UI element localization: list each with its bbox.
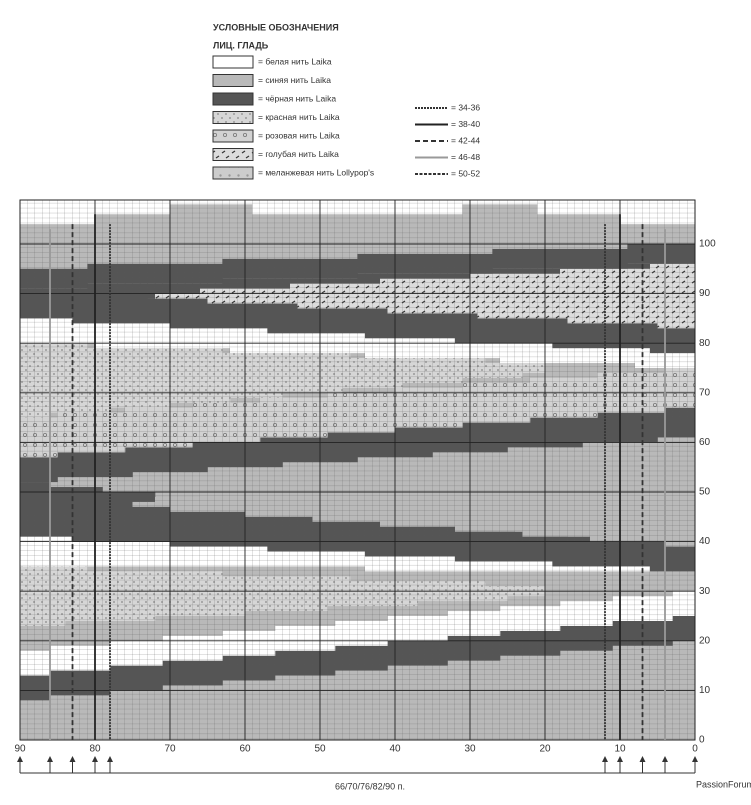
row-label: 20 (699, 635, 711, 646)
arrow-head (602, 756, 608, 762)
arrow-head (69, 756, 76, 762)
legend-label: = меланжевая нить Lollypop's (258, 167, 374, 177)
arrow-head (47, 756, 53, 762)
row-label: 50 (699, 487, 711, 498)
stitch-label: 60 (239, 744, 251, 755)
legend-label: = синяя нить Laika (258, 75, 331, 85)
size-label: = 42-44 (451, 135, 480, 145)
legend-label: = белая нить Laika (258, 56, 332, 66)
legend-title: УСЛОВНЫЕ ОБОЗНАЧЕНИЯ (213, 22, 339, 32)
arrow-head (617, 756, 623, 762)
size-label: = 50-52 (451, 168, 480, 178)
watermark: PassionForum.ru (696, 779, 751, 789)
stitch-label: 10 (614, 744, 626, 755)
legend-swatch (212, 148, 254, 161)
size-label: = 38-40 (451, 119, 480, 129)
legend-label: = красная нить Laika (258, 112, 340, 122)
legend-swatch (212, 166, 254, 180)
legend-swatch (212, 111, 254, 124)
stitch-label: 90 (14, 744, 26, 755)
stitch-label: 40 (389, 744, 401, 755)
arrow-head (17, 756, 23, 762)
row-label: 70 (699, 387, 711, 398)
footer-label: 66/70/76/82/90 п. (335, 781, 405, 791)
row-label: 30 (699, 586, 711, 597)
row-label: 90 (699, 288, 711, 299)
legend-label: = голубая нить Laika (258, 149, 339, 159)
legend-label: = чёрная нить Laika (258, 93, 336, 103)
legend-swatch (212, 92, 254, 106)
row-label: 100 (699, 239, 716, 250)
legend-swatch (212, 129, 254, 143)
stitch-label: 80 (89, 744, 101, 755)
stitch-label: 0 (692, 744, 698, 755)
stitch-label: 30 (464, 744, 476, 755)
row-label: 60 (699, 437, 711, 448)
row-label: 80 (699, 338, 711, 349)
arrow-head (692, 756, 698, 762)
arrow-head (107, 756, 113, 762)
grid-fine (20, 200, 695, 740)
arrow-head (662, 756, 668, 762)
stitch-label: 50 (314, 744, 326, 755)
arrow-head (92, 756, 98, 762)
arrow-head (639, 756, 646, 762)
legend: УСЛОВНЫЕ ОБОЗНАЧЕНИЯ ЛИЦ. ГЛАДЬ = белая … (212, 22, 480, 180)
chart-border (19, 199, 696, 741)
row-label: 10 (699, 685, 711, 696)
legend-swatch (212, 74, 254, 87)
row-label: 0 (699, 735, 705, 746)
legend-label: = розовая нить Laika (258, 130, 340, 140)
size-label: = 46-48 (451, 152, 480, 162)
row-label: 40 (699, 536, 711, 547)
size-label: = 34-36 (451, 102, 480, 112)
legend-swatch (212, 55, 254, 69)
stitch-label: 20 (539, 744, 551, 755)
legend-subtitle: ЛИЦ. ГЛАДЬ (213, 40, 269, 50)
stitch-label: 70 (164, 744, 176, 755)
